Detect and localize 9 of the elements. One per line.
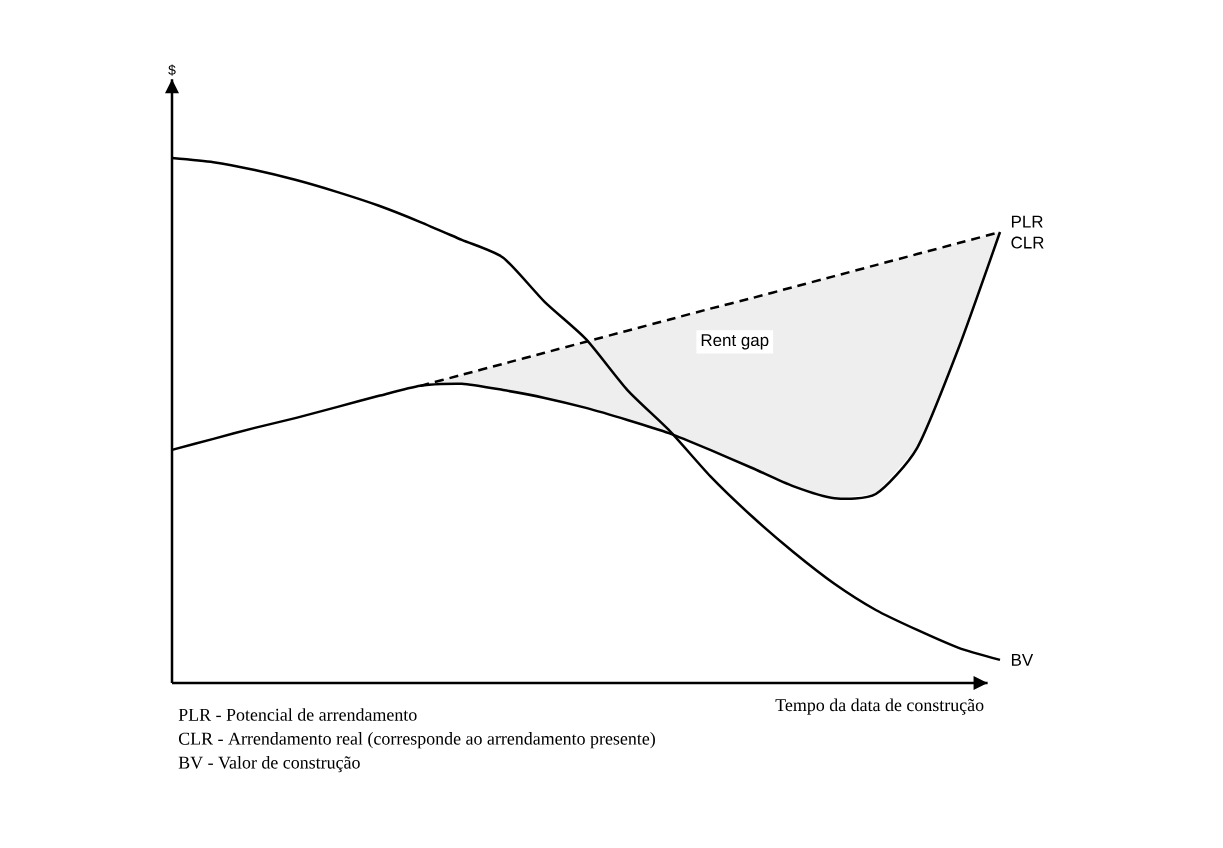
text: PLR - Potencial de arrendamento — [178, 708, 417, 721]
series-label: CLR — [1011, 236, 1044, 249]
text: CLR - Arrendamento real (corresponde ao arrendamento presente) — [178, 732, 655, 749]
series-label: BV — [1011, 654, 1034, 666]
text: $ — [168, 64, 176, 76]
text: BV - Valor de construção — [178, 756, 360, 773]
series-label: PLR — [1011, 215, 1043, 228]
annotation: Rent gap — [701, 334, 769, 350]
x-axis-title: Tempo da data de construção — [775, 698, 984, 715]
